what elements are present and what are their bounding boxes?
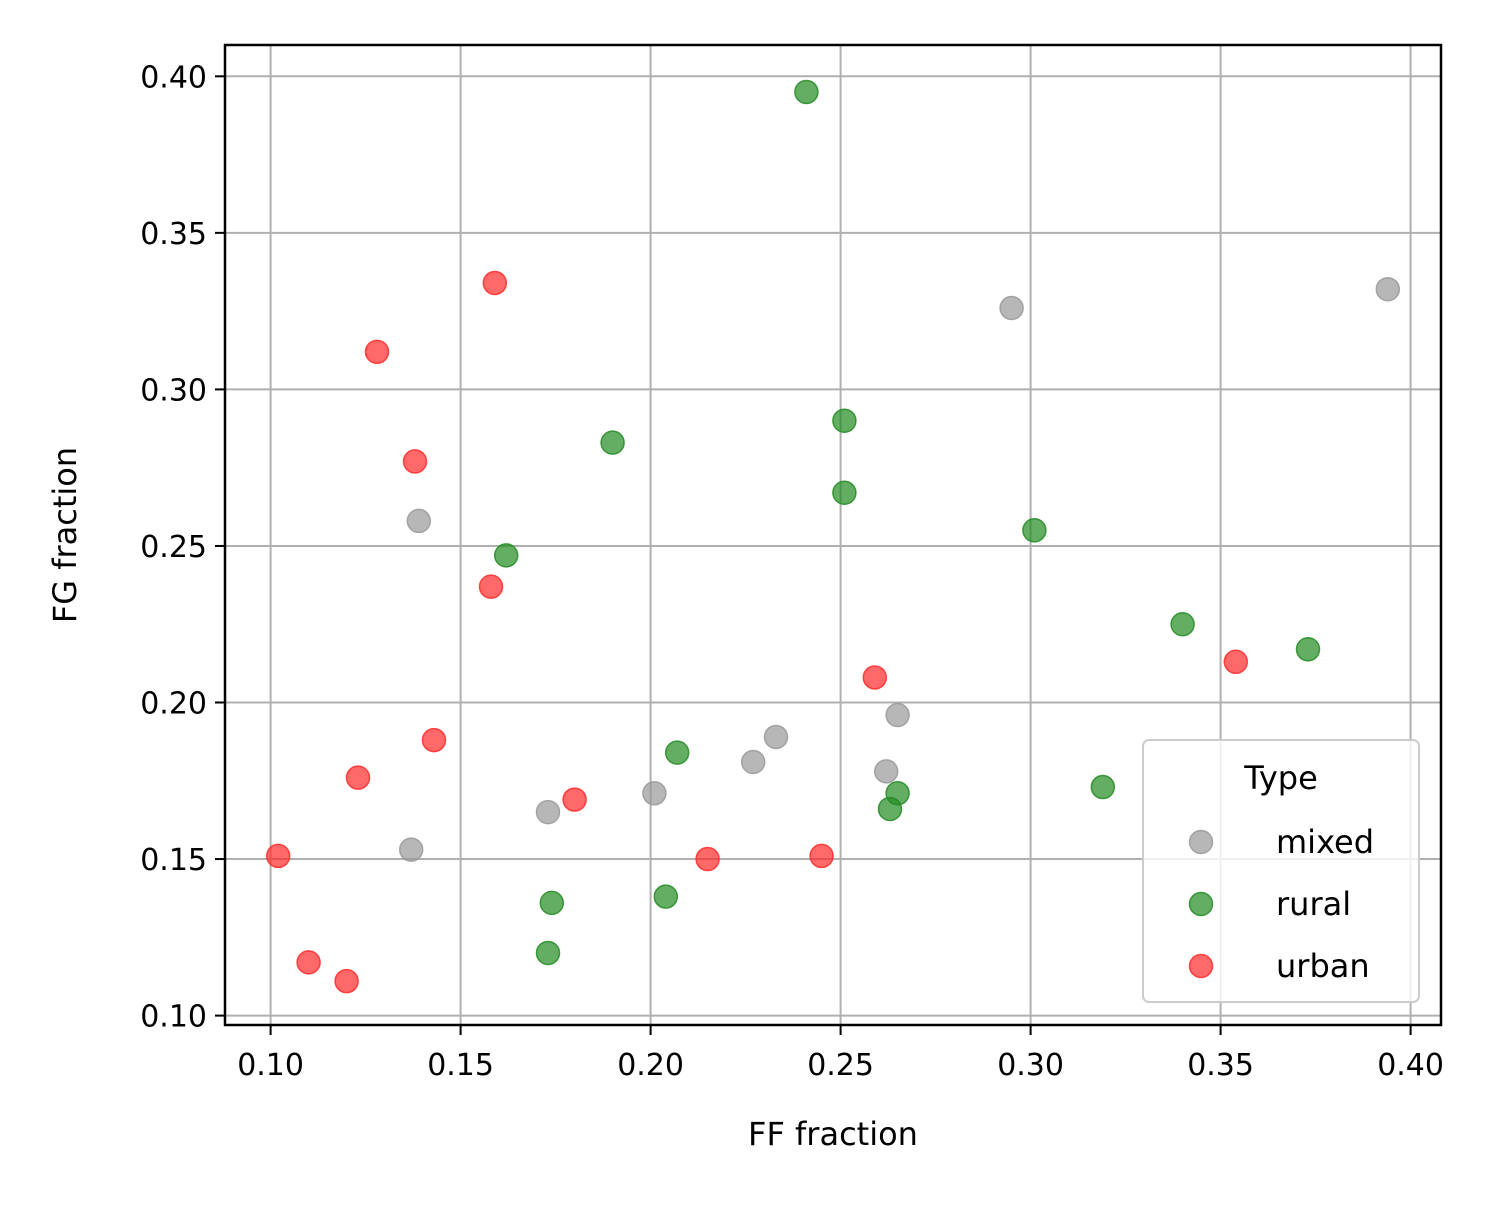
x-tick-label: 0.25 — [807, 1048, 874, 1083]
x-tick-label: 0.10 — [237, 1048, 304, 1083]
legend-label-urban: urban — [1276, 947, 1370, 985]
data-point-rural — [653, 884, 679, 909]
y-tick-label: 0.30 — [140, 373, 207, 408]
data-point-urban — [562, 787, 587, 812]
data-point-mixed — [740, 749, 766, 775]
data-point-urban — [1223, 649, 1249, 675]
data-point-urban — [695, 846, 720, 872]
data-point-urban — [345, 765, 371, 790]
data-point-rural — [832, 480, 857, 505]
x-tick-label: 0.20 — [617, 1048, 684, 1083]
y-tick-label: 0.25 — [140, 530, 207, 565]
x-axis-label: FF fraction — [748, 1115, 918, 1153]
plot-frame — [223, 43, 1443, 1027]
axis-ticks: 0.10 0.15 0.20 0.25 0.30 0.35 0.40 0.10 0.15 0.20… — [140, 60, 1444, 1083]
data-point-urban — [482, 270, 508, 296]
data-point-mixed — [763, 724, 789, 750]
data-point-rural — [1295, 637, 1321, 662]
data-point-urban — [402, 449, 428, 474]
data-point-mixed — [999, 295, 1024, 321]
legend-label-mixed: mixed — [1276, 823, 1374, 861]
data-point-rural — [1090, 774, 1116, 800]
data-point-mixed — [885, 702, 910, 728]
x-tick-label: 0.30 — [997, 1048, 1064, 1083]
y-tick-label: 0.40 — [140, 60, 207, 95]
legend-title: Type — [1243, 759, 1318, 797]
legend-box — [1142, 739, 1420, 1003]
x-tick-label: 0.35 — [1187, 1048, 1254, 1083]
data-point-rural — [664, 740, 690, 765]
data-point-mixed — [398, 837, 424, 862]
data-point-mixed — [535, 799, 561, 825]
legend: Type mixed rural urban — [1142, 739, 1420, 1003]
data-point-mixed — [873, 759, 899, 784]
legend-label-rural: rural — [1276, 885, 1351, 923]
legend-marker-urban — [1188, 953, 1214, 979]
data-point-urban — [364, 339, 390, 365]
data-point-urban — [862, 665, 888, 690]
data-points — [265, 79, 1401, 994]
data-point-mixed — [406, 508, 432, 534]
data-point-rural — [535, 940, 561, 966]
data-point-rural — [600, 430, 625, 455]
data-point-rural — [1170, 611, 1195, 637]
y-tick-label: 0.35 — [140, 217, 207, 252]
data-point-rural — [539, 890, 565, 916]
y-axis-label: FG fraction — [46, 447, 84, 623]
data-point-urban — [478, 574, 504, 599]
x-tick-label: 0.15 — [427, 1048, 494, 1083]
legend-marker-rural — [1188, 891, 1214, 917]
data-point-rural — [493, 543, 519, 568]
x-tick-label: 0.40 — [1377, 1048, 1444, 1083]
legend-items: mixed rural urban — [1188, 823, 1374, 985]
data-point-rural — [832, 408, 857, 433]
data-point-mixed — [642, 781, 667, 806]
data-point-urban — [334, 968, 359, 994]
data-point-urban — [296, 950, 321, 975]
y-tick-label: 0.10 — [140, 1000, 207, 1035]
data-point-rural — [1022, 518, 1047, 543]
data-point-urban — [265, 843, 291, 869]
data-point-rural — [794, 79, 819, 105]
data-point-urban — [421, 727, 447, 753]
data-point-rural — [885, 781, 910, 806]
y-tick-label: 0.15 — [140, 843, 207, 878]
data-point-urban — [809, 843, 834, 869]
legend-marker-mixed — [1188, 829, 1214, 855]
data-point-mixed — [1375, 276, 1401, 302]
y-tick-label: 0.20 — [140, 687, 207, 722]
